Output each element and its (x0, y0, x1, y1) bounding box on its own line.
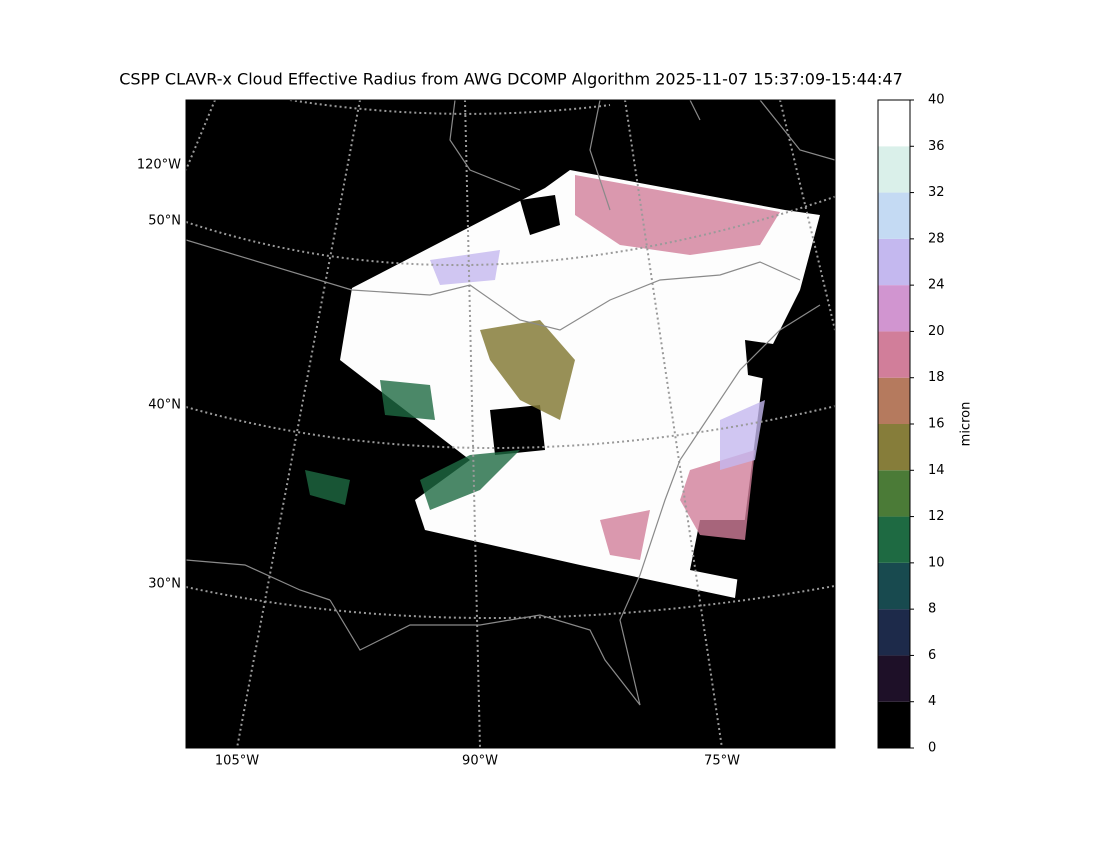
colorbar-segment (878, 146, 910, 193)
colorbar-segment (878, 701, 910, 748)
colorbar-tick-label: 6 (928, 648, 936, 663)
lat-lon-label: 50°N (148, 214, 181, 229)
colorbar-segment (878, 285, 910, 332)
cloud-patch-dark (305, 380, 520, 510)
lon-label: 105°W (215, 754, 259, 769)
colorbar-tick-label: 20 (928, 324, 945, 339)
lat-lon-label: 30°N (148, 577, 181, 592)
coastline (186, 100, 835, 706)
colorbar-tick-label: 10 (928, 555, 945, 570)
colorbar-segment (878, 100, 910, 147)
map (186, 100, 835, 748)
colorbar-tick-label: 16 (928, 417, 945, 432)
colorbar-tick-label: 0 (928, 741, 936, 756)
lon-label: 90°W (462, 754, 498, 769)
colorbar-tick-label: 28 (928, 231, 945, 246)
cloud-patch-green (480, 320, 575, 420)
map-labels: 120°W 50°N 40°N 30°N 105°W 90°W 75°W (137, 158, 740, 769)
colorbar-segment (878, 424, 910, 471)
colorbar-segment (878, 331, 910, 378)
cloud-patch-violet (430, 250, 765, 470)
colorbar-tick-label: 40 (928, 93, 945, 108)
colorbar-segment (878, 192, 910, 239)
colorbar-tick-label: 36 (928, 139, 945, 154)
colorbar-tick-label: 14 (928, 463, 945, 478)
colorbar-tick-label: 4 (928, 694, 936, 709)
colorbar-tick-label: 32 (928, 185, 945, 200)
colorbar-tick-label: 12 (928, 509, 945, 524)
graticule (186, 100, 835, 748)
lon-label: 75°W (704, 754, 740, 769)
title: CSPP CLAVR-x Cloud Effective Radius from… (119, 70, 903, 89)
lat-lon-label: 120°W (137, 158, 181, 173)
colorbar-tick-label: 18 (928, 370, 945, 385)
colorbar-segment (878, 655, 910, 702)
colorbar-segment (878, 470, 910, 517)
colorbar-segment (878, 609, 910, 656)
colorbar-segment (878, 377, 910, 424)
lat-lon-label: 40°N (148, 398, 181, 413)
map-frame (185, 99, 836, 749)
colorbar-segment (878, 516, 910, 563)
colorbar-segment (878, 238, 910, 286)
colorbar-tick-label: 24 (928, 278, 945, 293)
colorbar-tick-label: 8 (928, 602, 936, 617)
colorbar: 0 4 6 8 10 12 14 16 18 20 24 28 32 36 40 (877, 93, 945, 756)
colorbar-segment (878, 562, 910, 610)
colorbar-label: micron (959, 402, 974, 447)
